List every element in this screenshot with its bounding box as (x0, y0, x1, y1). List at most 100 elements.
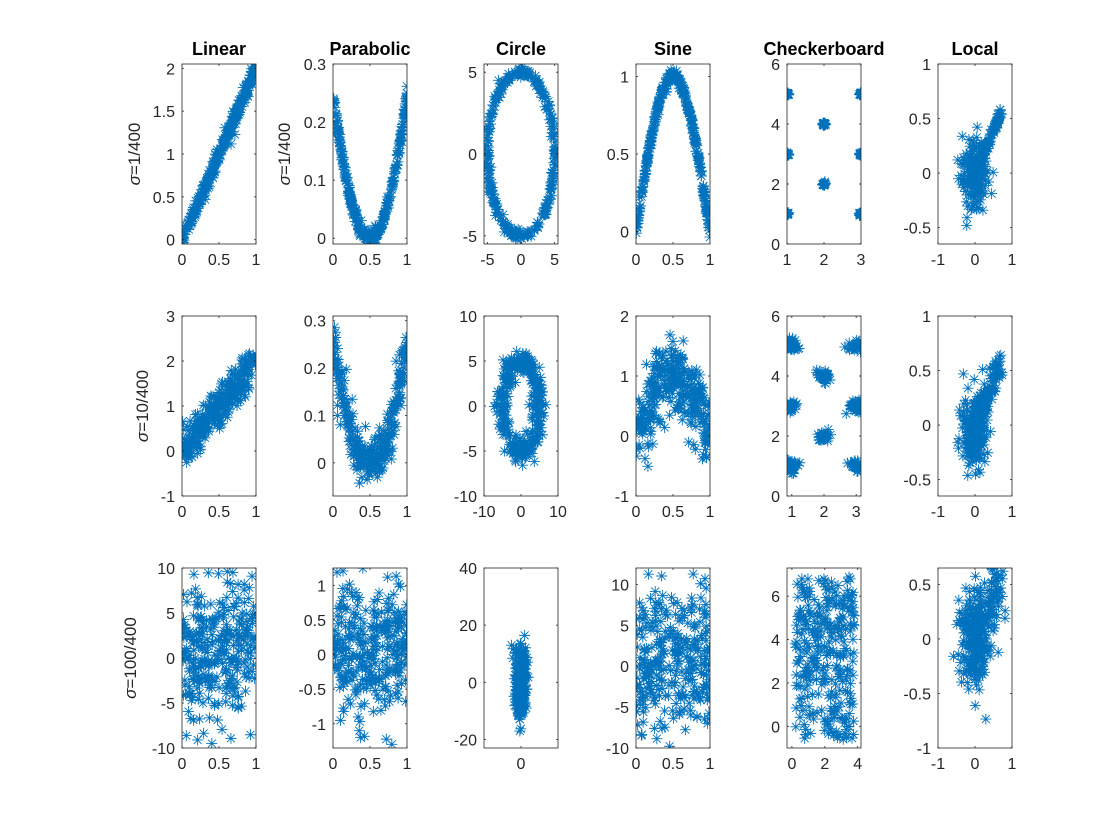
scatter-point (528, 225, 540, 237)
scatter-point (548, 167, 558, 179)
scatter-point (189, 409, 201, 421)
scatter-point (391, 658, 403, 670)
scatter-point (392, 391, 404, 403)
scatter-point (659, 647, 671, 659)
scatter-point (350, 689, 362, 701)
x-tick-label: 0.5 (208, 504, 230, 521)
scatter-point (196, 188, 208, 200)
scatter-point (182, 220, 192, 232)
scatter-point (702, 438, 710, 450)
scatter-point (196, 642, 208, 654)
scatter-point (960, 186, 972, 198)
scatter-point (377, 433, 389, 445)
scatter-point (355, 454, 367, 466)
subplot-title: Local (951, 39, 998, 59)
scatter-point (388, 428, 400, 440)
scatter-point (703, 218, 710, 230)
scatter-point (188, 205, 200, 217)
x-tick-label: 3 (857, 252, 866, 269)
scatter-point (212, 714, 224, 726)
scatter-point (333, 636, 341, 648)
scatter-point (510, 456, 522, 468)
scatter-point (358, 617, 370, 629)
scatter-point (196, 655, 208, 667)
scatter-point (543, 99, 555, 111)
scatter-point (673, 396, 685, 408)
scatter-point (513, 705, 525, 717)
scatter-point (395, 369, 407, 381)
scatter-point (340, 643, 352, 655)
scatter-point (688, 680, 700, 692)
scatter-point (967, 152, 979, 164)
scatter-point (352, 593, 364, 605)
scatter-point (661, 374, 673, 386)
scatter-point (232, 109, 244, 121)
scatter-point (246, 570, 256, 582)
y-tick-label: 5 (166, 606, 175, 623)
scatter-point (208, 409, 220, 421)
scatter-point (191, 599, 203, 611)
scatter-point (227, 640, 239, 652)
scatter-point (238, 597, 250, 609)
scatter-point (400, 339, 407, 351)
scatter-point (351, 684, 363, 696)
scatter-point (369, 657, 381, 669)
scatter-point (360, 636, 372, 648)
scatter-point (666, 387, 678, 399)
scatter-point (504, 438, 516, 450)
scatter-point (209, 675, 221, 687)
scatter-point (203, 692, 215, 704)
scatter-point (501, 397, 513, 409)
scatter-point (691, 399, 703, 411)
scatter-point (183, 681, 195, 693)
scatter-point (688, 633, 700, 645)
scatter-point (375, 625, 387, 637)
scatter-point (698, 407, 710, 419)
scatter-point (333, 664, 344, 676)
scatter-point (693, 383, 705, 395)
scatter-point (524, 71, 536, 83)
scatter-point (372, 229, 384, 241)
scatter-point (979, 456, 991, 468)
y-tick-label: 0.5 (909, 364, 931, 381)
scatter-point (392, 605, 404, 617)
scatter-point (636, 413, 644, 425)
scatter-point (679, 672, 691, 684)
scatter-point (203, 171, 215, 183)
scatter-point (676, 80, 688, 92)
scatter-point (644, 413, 656, 425)
scatter-point (820, 378, 832, 390)
scatter-point (694, 379, 706, 391)
y-tick-label: 0 (922, 166, 931, 183)
scatter-point (248, 600, 256, 612)
scatter-point (513, 651, 525, 663)
scatter-point (820, 368, 832, 380)
scatter-point (696, 686, 708, 698)
scatter-point (333, 358, 340, 370)
scatter-point (653, 348, 665, 360)
scatter-point (645, 404, 657, 416)
scatter-point (977, 149, 989, 161)
scatter-point (337, 159, 349, 171)
x-tick-label: 1 (706, 252, 715, 269)
scatter-point (498, 422, 510, 434)
scatter-point (641, 385, 653, 397)
scatter-point (188, 660, 200, 672)
scatter-point (346, 393, 358, 405)
scatter-point (400, 639, 407, 651)
scatter-point (232, 102, 244, 114)
scatter-point (840, 408, 852, 420)
scatter-point (345, 443, 357, 455)
scatter-point (519, 642, 531, 654)
scatter-point (636, 681, 643, 693)
y-tick-label: 0 (771, 237, 780, 254)
scatter-point (542, 95, 554, 107)
scatter-point (966, 202, 978, 214)
scatter-point (211, 418, 223, 430)
scatter-point (537, 92, 549, 104)
scatter-point (536, 397, 548, 409)
scatter-point (672, 362, 684, 374)
scatter-point (238, 389, 250, 401)
